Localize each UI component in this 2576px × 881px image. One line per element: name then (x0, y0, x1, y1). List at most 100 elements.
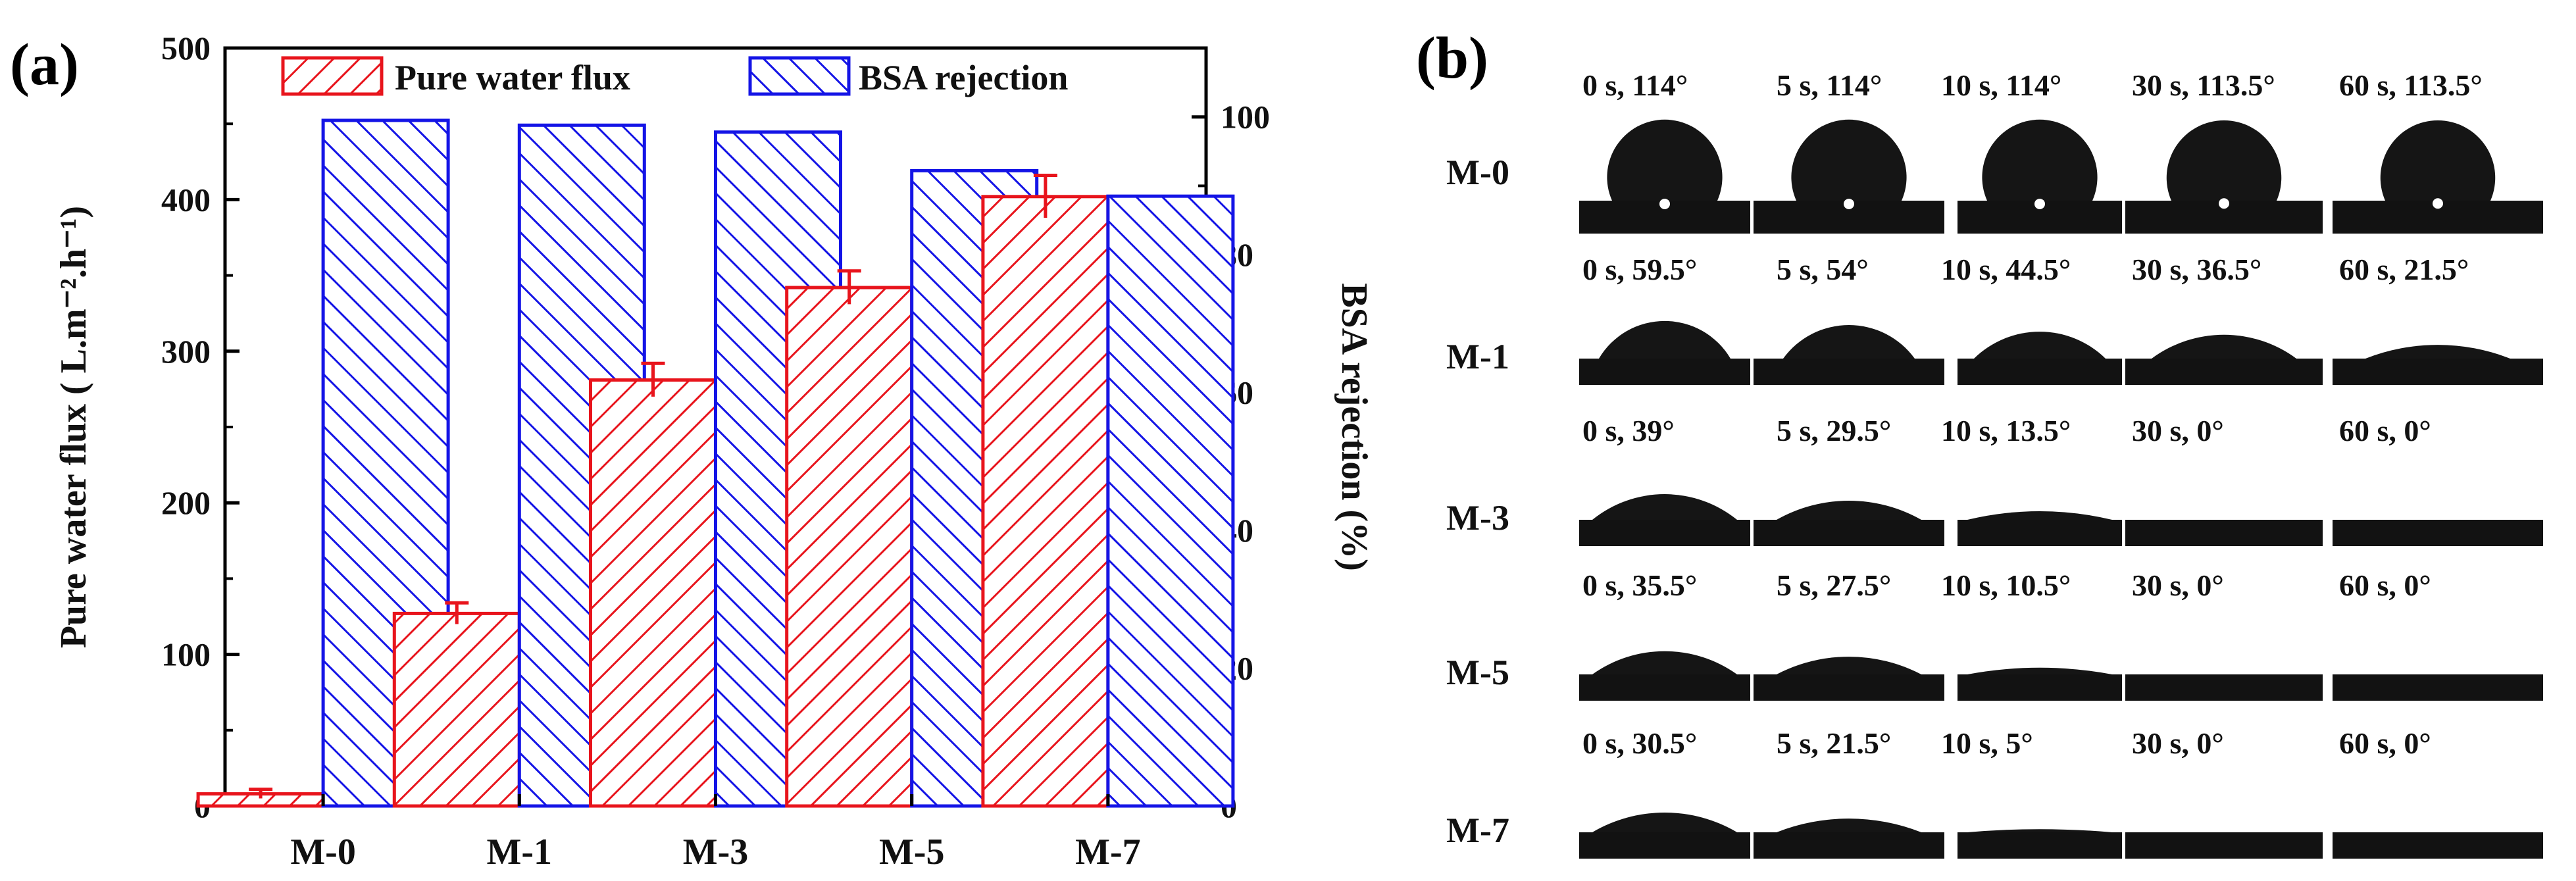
substrate-strip (1754, 520, 1944, 546)
water-droplet (1592, 813, 1737, 832)
water-droplet (2365, 345, 2510, 359)
contact-angle-label: 5 s, 27.5° (1777, 568, 1891, 602)
membrane-label: M-1 (1446, 337, 1509, 376)
droplet-highlight (1844, 198, 1854, 209)
substrate-strip (2125, 520, 2323, 546)
droplet-highlight (2219, 198, 2229, 209)
water-droplet (1777, 501, 1921, 520)
legend-swatch-flux (281, 56, 384, 96)
contact-angle-label: 30 s, 113.5° (2132, 68, 2275, 102)
contact-angle-label: 60 s, 113.5° (2339, 68, 2483, 102)
category-labels: M-0 M-1 M-3 M-5 M-7 (290, 794, 1141, 872)
contact-angle-label: 60 s, 0° (2339, 414, 2431, 447)
water-droplet (1607, 119, 1723, 201)
membrane-label: M-5 (1446, 653, 1509, 692)
substrate-strip (1579, 674, 1750, 701)
left-tick-label: 100 (161, 636, 211, 673)
contact-angle-label: 0 s, 30.5° (1582, 726, 1697, 760)
bar-pure-water-flux (392, 611, 521, 808)
water-droplet (1783, 325, 1915, 359)
left-tick-label: 400 (161, 181, 211, 218)
water-droplet (2152, 334, 2296, 359)
contact-angle-label: 0 s, 39° (1582, 414, 1675, 447)
droplet-highlight (2034, 198, 2045, 209)
substrate-strip (1579, 520, 1750, 546)
water-droplet (1777, 657, 1921, 674)
water-droplet (1967, 667, 2112, 674)
contact-angle-label: 60 s, 21.5° (2339, 253, 2469, 286)
legend: Pure water flux BSA rejection (281, 56, 1068, 97)
water-droplet (1592, 651, 1737, 674)
legend-swatch-bsa (748, 56, 851, 96)
contact-angle-label: 10 s, 44.5° (1941, 253, 2071, 286)
water-droplet (1599, 320, 1730, 359)
x-tick-label: M-1 (487, 832, 553, 872)
contact-angle-label: 0 s, 59.5° (1582, 253, 1697, 286)
contact-angle-label: 5 s, 21.5° (1777, 726, 1891, 760)
contact-angle-label: 30 s, 0° (2132, 726, 2224, 760)
water-droplet (2166, 120, 2282, 201)
contact-angle-label: 30 s, 36.5° (2132, 253, 2261, 286)
panel-b-label: (b) (1416, 26, 1488, 91)
membrane-label: M-0 (1446, 153, 1509, 192)
x-tick-label: M-7 (1075, 832, 1141, 872)
contact-angle-label: 5 s, 29.5° (1777, 414, 1891, 447)
right-tick-label: 100 (1221, 99, 1270, 136)
contact-angle-label: 0 s, 35.5° (1582, 568, 1697, 602)
substrate-strip (1754, 832, 1944, 859)
x-tick-label: M-0 (290, 832, 356, 872)
water-droplet (1982, 119, 2098, 201)
contact-angle-row-m-3: M-3 0 s, 39° 5 s, 29.5° 10 s, 13.5° 30 s, 0°… (1446, 414, 2543, 546)
substrate-strip (1957, 359, 2122, 385)
droplet-highlight (1659, 198, 1670, 209)
substrate-strip (1579, 832, 1750, 859)
contact-angle-label: 30 s, 0° (2132, 414, 2224, 447)
contact-angle-label: 5 s, 54° (1777, 253, 1869, 286)
substrate-strip (1957, 520, 2122, 546)
substrate-strip (1957, 674, 2122, 701)
contact-angle-row-m-7: M-7 0 s, 30.5° 5 s, 21.5° 10 s, 5° 30 s, 0° 6… (1446, 726, 2543, 859)
contact-angle-label: 10 s, 10.5° (1941, 568, 2071, 602)
contact-angle-label: 5 s, 114° (1777, 68, 1882, 102)
x-tick-label: M-5 (879, 832, 945, 872)
contact-angle-row-m-0: M-0 0 s, 114° 5 s, 114° 10 s, 114° 30 s, 113… (1446, 68, 2543, 234)
bar-pure-water-flux (981, 195, 1110, 808)
droplet-highlight (2433, 198, 2443, 209)
contact-angle-label: 10 s, 5° (1941, 726, 2033, 760)
substrate-strip (2333, 674, 2543, 701)
substrate-strip (1579, 359, 1750, 385)
substrate-strip (2125, 674, 2323, 701)
panel-a-label: (a) (10, 32, 79, 97)
left-tick-label: 300 (161, 333, 211, 370)
left-axis: 0100200300400500 (161, 30, 240, 824)
water-droplet (1777, 818, 1921, 832)
bars (196, 118, 1235, 808)
substrate-strip (2125, 832, 2323, 859)
substrate-strip (2333, 359, 2543, 385)
substrate-strip (1754, 674, 1944, 701)
contact-angle-label: 10 s, 114° (1941, 68, 2061, 102)
substrate-strip (1754, 359, 1944, 385)
contact-angle-row-m-1: M-1 0 s, 59.5° 5 s, 54° 10 s, 44.5° 30 s, 36… (1446, 253, 2543, 385)
legend-label-bsa: BSA rejection (859, 58, 1068, 97)
contact-angle-label: 30 s, 0° (2132, 568, 2224, 602)
contact-angle-label: 60 s, 0° (2339, 726, 2431, 760)
membrane-label: M-3 (1446, 498, 1509, 538)
substrate-strip (1957, 832, 2122, 859)
bar-pure-water-flux (785, 286, 914, 808)
contact-angle-row-m-5: M-5 0 s, 35.5° 5 s, 27.5° 10 s, 10.5° 30 s, … (1446, 568, 2543, 701)
y-axis-right-label: BSA rejection (%) (1334, 283, 1375, 571)
contact-angle-label: 0 s, 114° (1582, 68, 1688, 102)
substrate-strip (2333, 832, 2543, 859)
contact-angle-label: 10 s, 13.5° (1941, 414, 2071, 447)
bar-bsa-rejection (1106, 194, 1235, 808)
left-tick-label: 200 (161, 484, 211, 521)
left-tick-label: 500 (161, 30, 211, 66)
water-droplet (1967, 829, 2112, 832)
water-droplet (1974, 332, 2106, 359)
water-droplet (1592, 494, 1737, 520)
water-droplet (2380, 120, 2496, 201)
y-axis-left-label: Pure water flux ( L.m⁻².h⁻¹) (53, 206, 94, 648)
